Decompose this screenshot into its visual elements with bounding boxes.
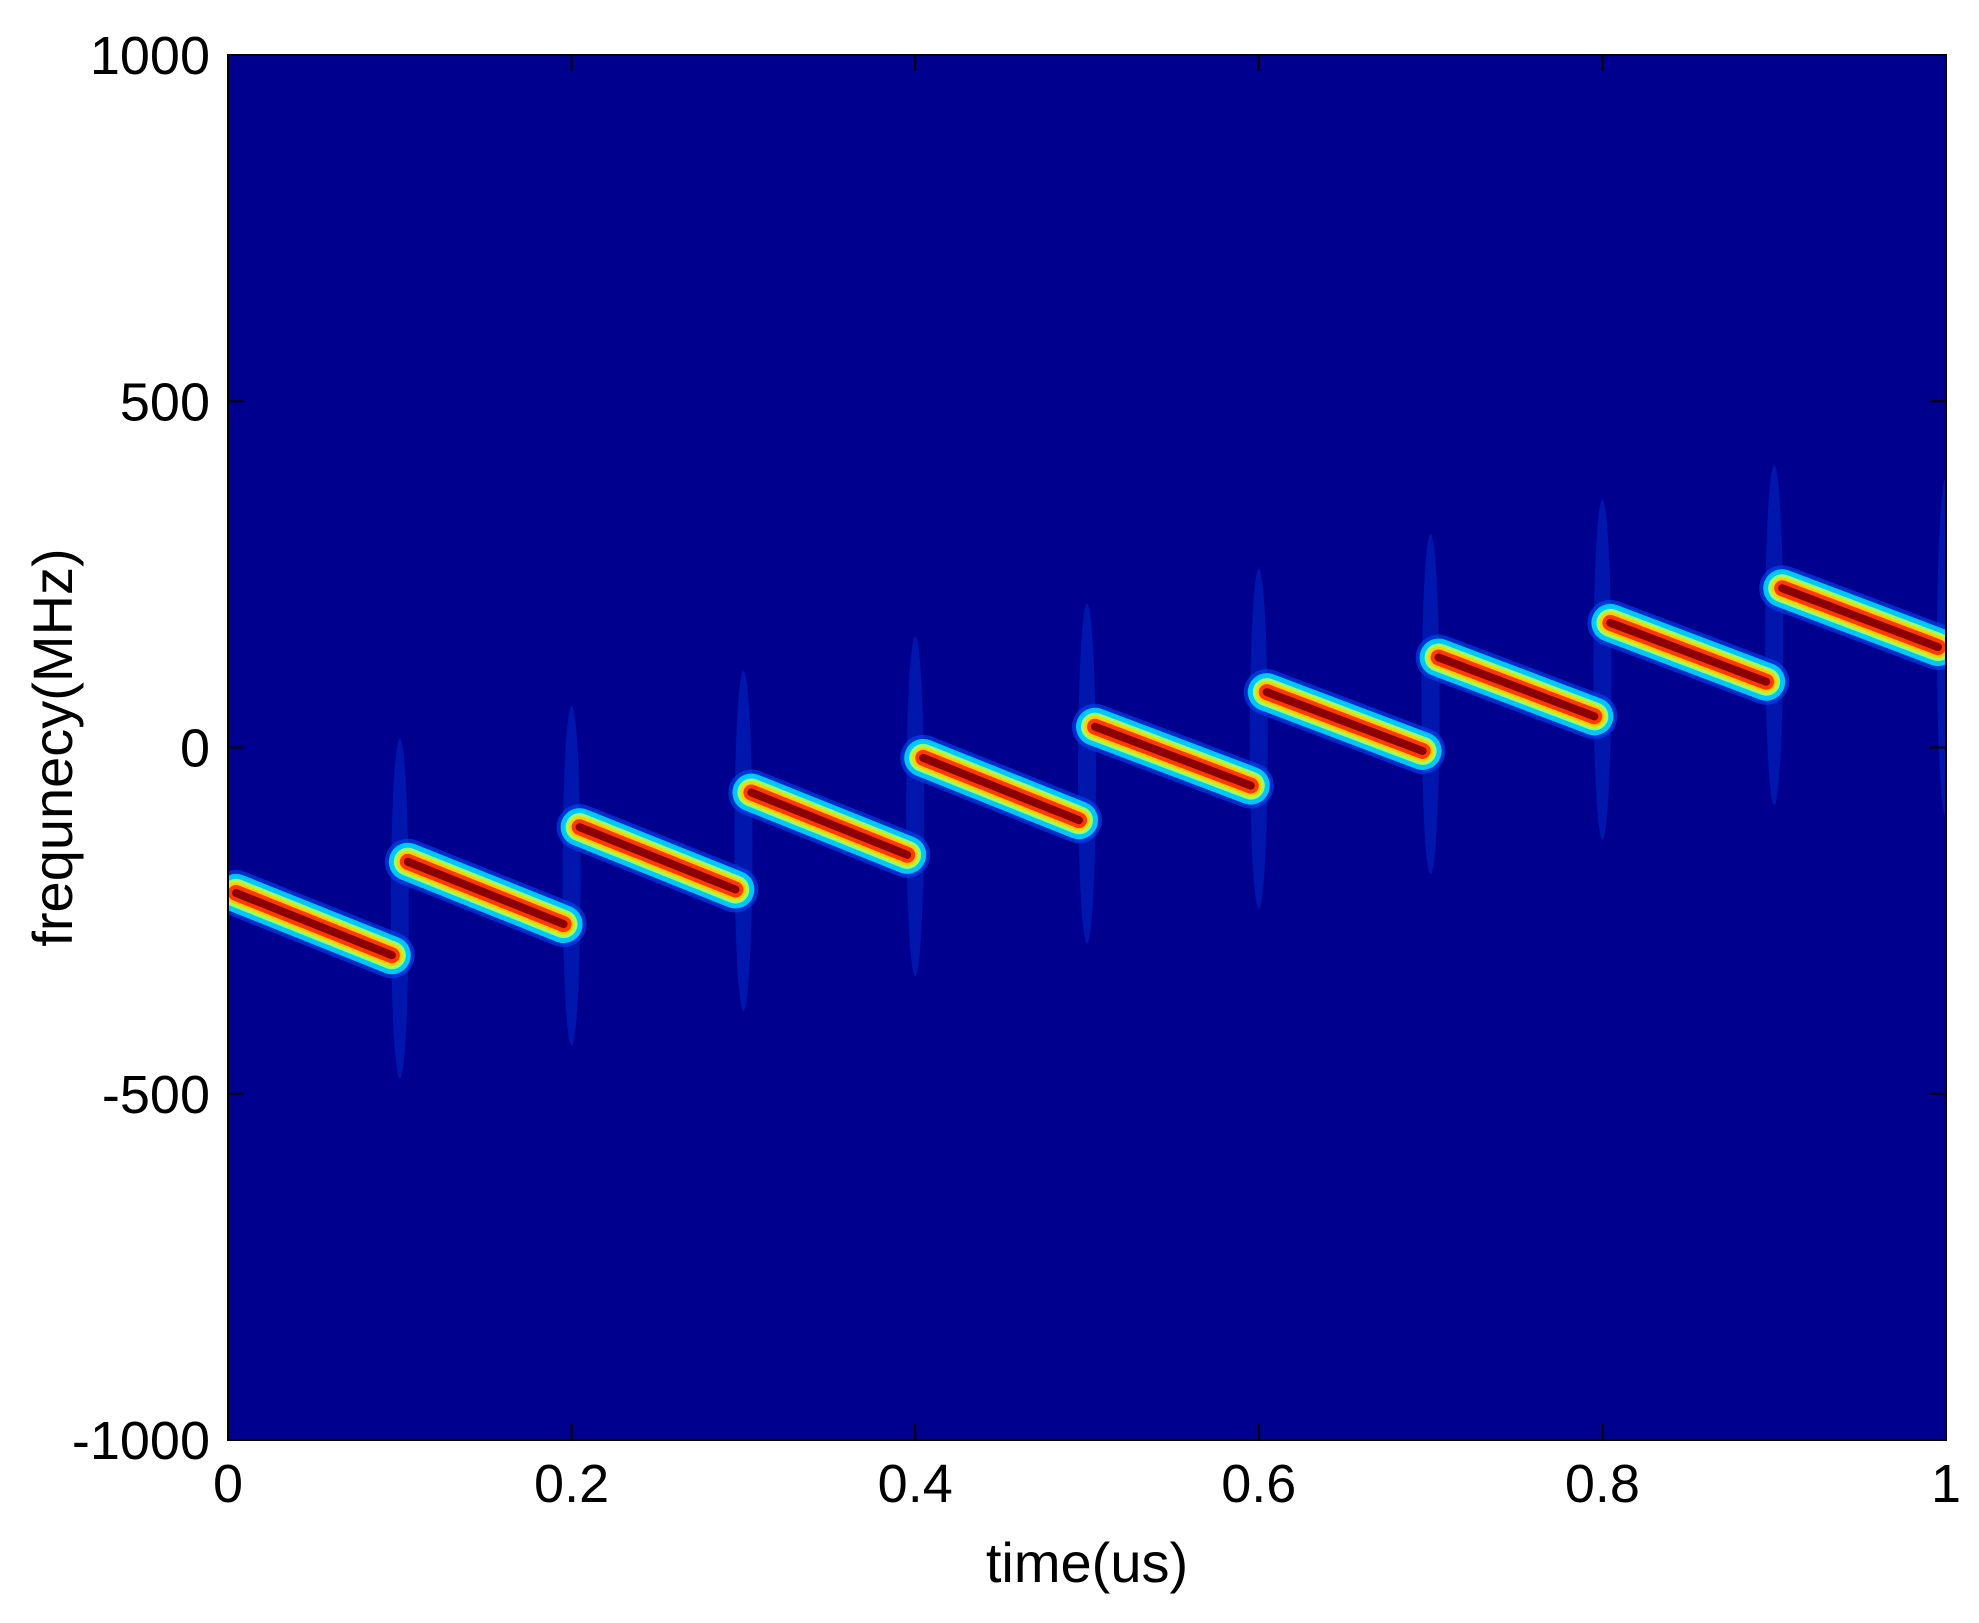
leakage-mark-8 xyxy=(1593,499,1612,840)
chirp-segment-8-band-6 xyxy=(1434,653,1599,721)
leakage-mark-5 xyxy=(1078,603,1096,944)
chirp-segment-4 xyxy=(728,636,931,977)
x-tick-label: 0 xyxy=(213,1454,243,1514)
y-tick-label: -1000 xyxy=(72,1411,210,1471)
leakage-mark-2 xyxy=(562,705,581,1046)
chirp-segment-5-band-6 xyxy=(919,753,1083,825)
chirp-segment-6-band-6 xyxy=(1091,722,1255,790)
chirp-segment-3-band-6 xyxy=(575,823,740,894)
x-tick-label: 0.6 xyxy=(1221,1454,1296,1514)
x-tick-label: 0.4 xyxy=(878,1454,953,1514)
x-tick-label: 1 xyxy=(1931,1454,1961,1514)
chirp-segment-8 xyxy=(1415,499,1618,840)
leakage-mark-3 xyxy=(734,670,753,1011)
chirp-segment-7 xyxy=(1243,534,1446,875)
chirp-segment-9 xyxy=(1587,464,1790,805)
y-tick-label: 0 xyxy=(180,719,210,779)
leakage-mark-6 xyxy=(1249,568,1268,909)
y-tick-label: 500 xyxy=(120,372,210,432)
x-tick-label: 0.8 xyxy=(1565,1454,1640,1514)
y-tick-label: 1000 xyxy=(90,26,210,86)
chirp-segment-1 xyxy=(228,738,415,1079)
leakage-mark-7 xyxy=(1421,534,1440,875)
chirp-segment-3 xyxy=(556,670,759,1011)
leakage-mark-9 xyxy=(1765,464,1784,805)
chirp-segment-6 xyxy=(1072,568,1274,909)
chirp-segment-4-band-6 xyxy=(747,788,912,859)
x-axis-label: time(us) xyxy=(986,1531,1188,1594)
y-tick-label: -500 xyxy=(102,1065,210,1125)
chirp-segment-10-band-6 xyxy=(1778,584,1942,652)
chirp-segment-10 xyxy=(1759,477,1946,818)
chirp-segment-2 xyxy=(384,705,587,1046)
chirp-segment-7-band-6 xyxy=(1262,688,1427,755)
x-tick-label: 0.2 xyxy=(534,1454,609,1514)
chirp-segment-2-band-6 xyxy=(403,857,568,929)
leakage-mark-4 xyxy=(906,636,925,977)
chirp-segment-1-band-6 xyxy=(232,888,396,960)
y-axis-label: frequnecy(MHz) xyxy=(21,548,84,946)
leakage-mark-1 xyxy=(390,738,409,1079)
chirp-segment-9-band-6 xyxy=(1606,618,1771,686)
chirp-segment-5 xyxy=(900,603,1102,944)
